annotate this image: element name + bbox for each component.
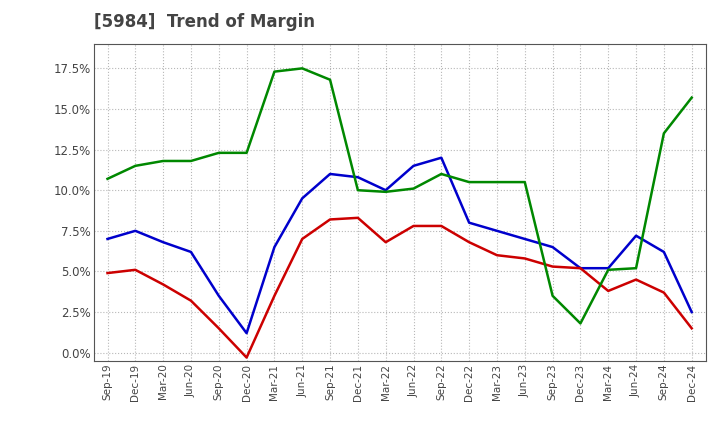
Line: Operating Cashflow: Operating Cashflow bbox=[107, 68, 692, 323]
Net Income bbox=[382, 239, 390, 245]
Net Income bbox=[298, 236, 307, 242]
Net Income bbox=[437, 224, 446, 229]
Operating Cashflow bbox=[549, 293, 557, 298]
Net Income bbox=[660, 290, 668, 295]
Operating Cashflow bbox=[186, 158, 195, 164]
Operating Cashflow bbox=[159, 158, 168, 164]
Net Income bbox=[325, 217, 334, 222]
Net Income bbox=[131, 267, 140, 272]
Net Income bbox=[354, 215, 362, 220]
Ordinary Income bbox=[409, 163, 418, 169]
Operating Cashflow bbox=[298, 66, 307, 71]
Ordinary Income bbox=[242, 330, 251, 336]
Ordinary Income bbox=[131, 228, 140, 234]
Ordinary Income bbox=[521, 236, 529, 242]
Ordinary Income bbox=[354, 175, 362, 180]
Net Income bbox=[492, 253, 501, 258]
Net Income bbox=[549, 264, 557, 269]
Ordinary Income bbox=[382, 187, 390, 193]
Operating Cashflow bbox=[382, 189, 390, 194]
Ordinary Income bbox=[549, 245, 557, 250]
Ordinary Income bbox=[325, 171, 334, 176]
Ordinary Income bbox=[660, 249, 668, 255]
Operating Cashflow bbox=[215, 150, 223, 155]
Net Income bbox=[688, 326, 696, 331]
Net Income bbox=[186, 298, 195, 303]
Operating Cashflow bbox=[492, 180, 501, 185]
Ordinary Income bbox=[215, 293, 223, 298]
Net Income bbox=[465, 239, 474, 245]
Net Income bbox=[103, 271, 112, 276]
Line: Net Income: Net Income bbox=[107, 218, 692, 358]
Ordinary Income bbox=[159, 239, 168, 245]
Text: [5984]  Trend of Margin: [5984] Trend of Margin bbox=[94, 13, 315, 31]
Operating Cashflow bbox=[354, 187, 362, 193]
Ordinary Income bbox=[576, 266, 585, 271]
Operating Cashflow bbox=[409, 186, 418, 191]
Operating Cashflow bbox=[688, 95, 696, 100]
Ordinary Income bbox=[465, 220, 474, 225]
Operating Cashflow bbox=[325, 77, 334, 82]
Operating Cashflow bbox=[437, 171, 446, 176]
Net Income bbox=[409, 224, 418, 229]
Operating Cashflow bbox=[576, 321, 585, 326]
Net Income bbox=[631, 277, 640, 282]
Operating Cashflow bbox=[242, 150, 251, 155]
Ordinary Income bbox=[298, 196, 307, 201]
Operating Cashflow bbox=[103, 176, 112, 181]
Ordinary Income bbox=[631, 233, 640, 238]
Ordinary Income bbox=[688, 309, 696, 315]
Ordinary Income bbox=[604, 266, 613, 271]
Operating Cashflow bbox=[270, 69, 279, 74]
Operating Cashflow bbox=[131, 163, 140, 169]
Net Income bbox=[576, 266, 585, 271]
Ordinary Income bbox=[270, 245, 279, 250]
Net Income bbox=[604, 288, 613, 293]
Line: Ordinary Income: Ordinary Income bbox=[107, 158, 692, 333]
Net Income bbox=[521, 256, 529, 261]
Net Income bbox=[270, 293, 279, 298]
Operating Cashflow bbox=[604, 267, 613, 272]
Operating Cashflow bbox=[660, 131, 668, 136]
Net Income bbox=[215, 326, 223, 331]
Net Income bbox=[242, 355, 251, 360]
Operating Cashflow bbox=[465, 180, 474, 185]
Operating Cashflow bbox=[631, 266, 640, 271]
Net Income bbox=[159, 282, 168, 287]
Operating Cashflow bbox=[521, 180, 529, 185]
Ordinary Income bbox=[492, 228, 501, 234]
Ordinary Income bbox=[437, 155, 446, 160]
Ordinary Income bbox=[103, 236, 112, 242]
Ordinary Income bbox=[186, 249, 195, 255]
